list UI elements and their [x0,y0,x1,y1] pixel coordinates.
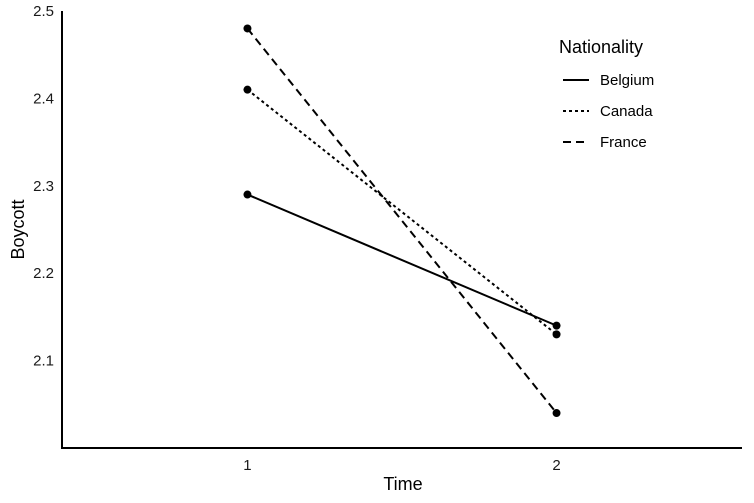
y-tick-label: 2.5 [33,3,54,20]
series-line-belgium [247,193,557,327]
data-point-belgium [552,321,561,330]
data-point-belgium [243,190,252,199]
legend-label-france: France [600,134,647,151]
legend-title: Nationality [559,37,643,57]
y-tick-label: 2.3 [33,178,54,195]
y-tick-labels: 2.1 2.2 2.3 2.4 2.5 [33,3,54,370]
y-axis-title: Boycott [8,199,28,259]
axes [61,11,742,449]
y-tick-label: 2.1 [33,353,54,370]
x-tick-label: 2 [552,457,560,474]
legend: Nationality Belgium Canada France [559,37,654,151]
legend-label-belgium: Belgium [600,72,654,89]
data-point-france [552,409,561,418]
data-point-france [243,24,252,33]
legend-items: Belgium Canada France [563,72,654,151]
y-tick-label: 2.4 [33,90,54,107]
y-tick-label: 2.2 [33,265,54,282]
legend-label-canada: Canada [600,103,653,120]
x-tick-label: 1 [243,457,251,474]
data-point-canada [243,85,252,94]
series-line-france [246,27,558,414]
data-point-canada [552,330,561,339]
series-line-canada [246,88,558,336]
x-axis-title: Time [383,474,422,494]
series-group [243,24,561,418]
